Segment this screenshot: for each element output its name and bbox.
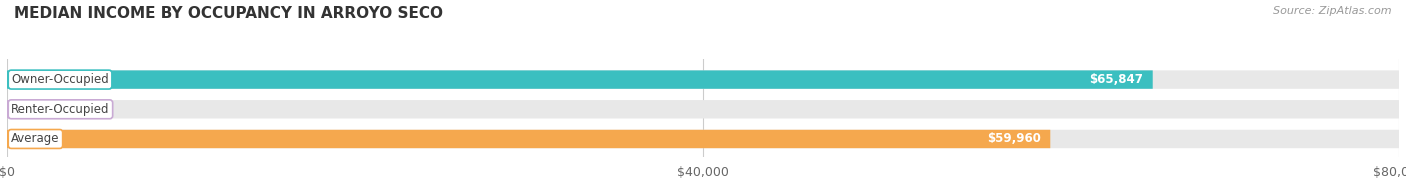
FancyBboxPatch shape [7, 100, 56, 119]
FancyBboxPatch shape [7, 130, 1050, 148]
FancyBboxPatch shape [7, 130, 1399, 148]
FancyBboxPatch shape [7, 100, 1399, 119]
Text: Source: ZipAtlas.com: Source: ZipAtlas.com [1274, 6, 1392, 16]
FancyBboxPatch shape [7, 70, 1153, 89]
Text: Renter-Occupied: Renter-Occupied [11, 103, 110, 116]
Text: Owner-Occupied: Owner-Occupied [11, 73, 108, 86]
Text: $65,847: $65,847 [1090, 73, 1143, 86]
FancyBboxPatch shape [7, 70, 1399, 89]
Text: MEDIAN INCOME BY OCCUPANCY IN ARROYO SECO: MEDIAN INCOME BY OCCUPANCY IN ARROYO SEC… [14, 6, 443, 21]
Text: Average: Average [11, 132, 59, 145]
Text: $0: $0 [70, 103, 86, 116]
Text: $59,960: $59,960 [987, 132, 1040, 145]
